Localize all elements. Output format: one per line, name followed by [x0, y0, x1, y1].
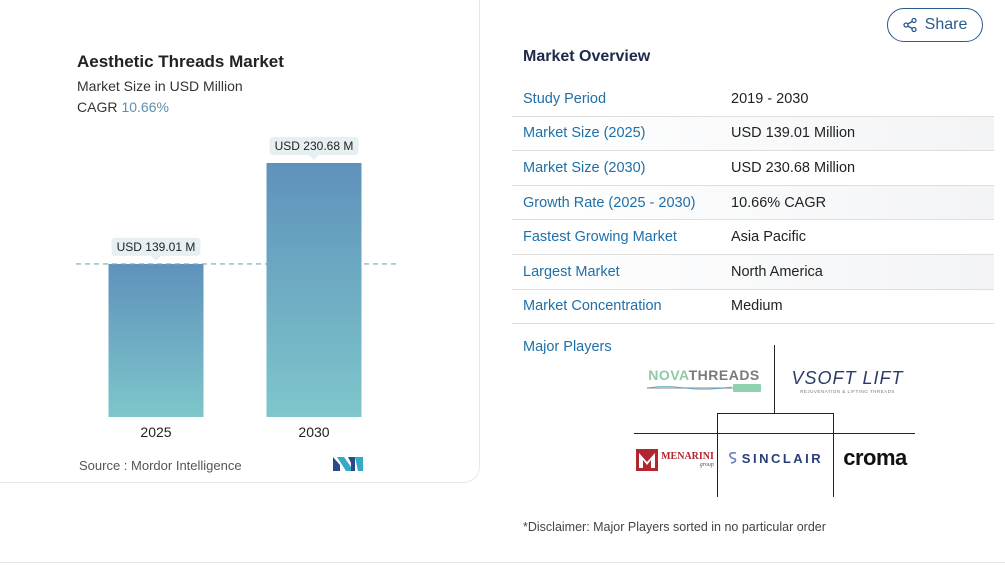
overview-row: Market Size (2025) USD 139.01 Million	[512, 116, 994, 152]
chart-cagr: CAGR 10.66%	[77, 99, 169, 115]
grid-divider-right	[833, 413, 834, 497]
grid-divider-vertical-top	[774, 345, 775, 413]
sinclair-logo: SINCLAIR	[719, 446, 832, 470]
data-label-pointer-2025	[151, 255, 161, 261]
overview-row: Study Period 2019 - 2030	[512, 82, 994, 117]
grid-divider-box-top	[717, 413, 834, 414]
x-tick-label-2025: 2025	[140, 424, 171, 440]
bar-2030	[266, 163, 362, 417]
row-value-market-size-2025: USD 139.01 Million	[731, 125, 856, 142]
novathreads-logo: NOVATHREADS	[640, 360, 768, 400]
data-label-bg-2030	[269, 137, 359, 155]
menarini-wordmark: MENARINI	[661, 451, 714, 462]
grid-divider-left	[717, 413, 718, 497]
vsoft-lift-logo: VSOFT LIFT REJUVENATION & LIFTING THREAD…	[790, 364, 905, 398]
data-label-pointer-2030	[309, 155, 319, 160]
croma-logo: croma	[836, 444, 914, 472]
menarini-group: group	[699, 462, 714, 468]
needle-icon	[646, 384, 761, 392]
data-label-bg-2025	[111, 237, 201, 256]
row-label-market-concentration[interactable]: Market Concentration	[523, 298, 662, 315]
source-label: Source :	[79, 458, 128, 473]
row-label-market-size-2025[interactable]: Market Size (2025)	[523, 125, 646, 142]
overview-row: Market Concentration Medium	[512, 290, 994, 325]
bar-2025	[108, 263, 204, 417]
overview-row: Largest Market North America	[512, 254, 994, 290]
overview-row: Fastest Growing Market Asia Pacific	[512, 220, 994, 255]
row-value-study-period: 2019 - 2030	[731, 90, 809, 107]
bottom-divider	[0, 562, 1005, 563]
bar-chart: USD 139.01 M 2025 USD 230.68 M 2030	[76, 137, 396, 440]
share-button[interactable]: Share	[887, 8, 983, 42]
vsoft-lift-tagline: REJUVENATION & LIFTING THREADS	[800, 389, 895, 394]
disclaimer: *Disclaimer: Major Players sorted in no …	[523, 520, 826, 534]
novathreads-wordmark: NOVATHREADS	[648, 367, 760, 383]
sinclair-wordmark: SINCLAIR	[741, 450, 824, 466]
chart-title: Aesthetic Threads Market	[77, 52, 284, 71]
menarini-logo: MENARINI group	[634, 446, 716, 474]
row-label-growth-rate[interactable]: Growth Rate (2025 - 2030)	[523, 194, 696, 211]
overview-row: Market Size (2030) USD 230.68 Million	[512, 151, 994, 186]
overview-title: Market Overview	[523, 48, 651, 65]
x-tick-label-2030: 2030	[298, 424, 329, 440]
source-line: Source : Mordor Intelligence	[79, 458, 242, 473]
mordor-intelligence-logo	[333, 457, 363, 471]
row-label-study-period[interactable]: Study Period	[523, 90, 607, 107]
share-label: Share	[924, 16, 968, 33]
chart-card	[0, 0, 480, 483]
croma-wordmark: croma	[843, 445, 907, 470]
overview-table: Study Period 2019 - 2030 Market Size (20…	[512, 82, 994, 325]
vsoft-lift-wordmark: VSOFT LIFT	[791, 368, 904, 388]
chart-subtitle: Market Size in USD Million	[77, 78, 243, 94]
data-label-2025: USD 139.01 M	[117, 240, 196, 254]
cagr-value: 10.66%	[121, 99, 169, 115]
menarini-emblem-icon	[636, 449, 659, 471]
row-value-growth-rate: 10.66% CAGR	[731, 194, 827, 211]
major-players-label[interactable]: Major Players	[523, 339, 612, 355]
grid-divider-horizontal	[634, 433, 915, 434]
row-value-fastest-growing: Asia Pacific	[731, 229, 806, 246]
sinclair-s-icon	[728, 452, 737, 464]
row-value-market-size-2030: USD 230.68 Million	[731, 159, 856, 176]
overview-row: Growth Rate (2025 - 2030) 10.66% CAGR	[512, 185, 994, 221]
share-icon	[902, 18, 917, 32]
row-value-market-concentration: Medium	[731, 298, 783, 315]
row-label-largest-market[interactable]: Largest Market	[523, 263, 620, 280]
row-label-market-size-2030[interactable]: Market Size (2030)	[523, 159, 646, 176]
row-label-fastest-growing[interactable]: Fastest Growing Market	[523, 229, 677, 246]
cagr-label: CAGR	[77, 99, 118, 115]
row-value-largest-market: North America	[731, 263, 823, 280]
source-name: Mordor Intelligence	[131, 458, 242, 473]
data-label-2030: USD 230.68 M	[275, 139, 354, 153]
